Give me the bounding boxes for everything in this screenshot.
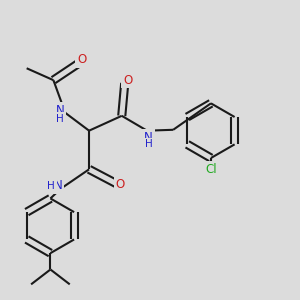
Text: N: N: [144, 131, 153, 144]
Text: Cl: Cl: [205, 163, 217, 176]
Text: H: H: [56, 114, 64, 124]
Text: N: N: [56, 104, 64, 117]
Text: O: O: [123, 74, 132, 87]
Text: O: O: [116, 178, 125, 191]
Text: H: H: [47, 181, 55, 191]
Text: O: O: [77, 53, 86, 66]
Text: N: N: [53, 179, 62, 192]
Text: H: H: [145, 140, 152, 149]
